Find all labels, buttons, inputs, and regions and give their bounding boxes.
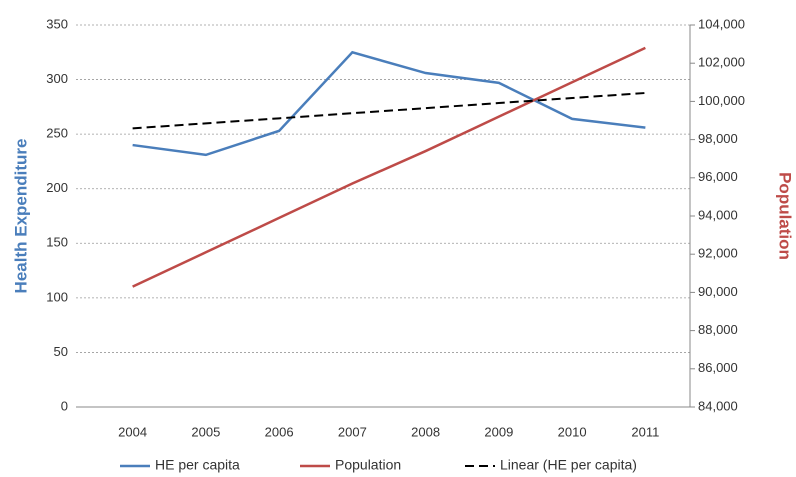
x-tick-label: 2011	[631, 424, 659, 439]
y2-axis-title: Population	[776, 172, 795, 260]
x-tick-label: 2008	[411, 424, 440, 439]
y2-tick-label: 90,000	[698, 284, 738, 299]
y-tick-label: 350	[46, 16, 68, 31]
legend-label: Population	[335, 457, 401, 473]
legend-label: Linear (HE per capita)	[500, 457, 637, 473]
y2-tick-label: 92,000	[698, 246, 738, 261]
y-tick-label: 150	[46, 235, 68, 250]
trend-line	[132, 91, 646, 130]
x-tick-label: 2009	[484, 424, 513, 439]
x-tick-label: 2010	[558, 424, 587, 439]
y-tick-label: 0	[61, 398, 68, 413]
x-tick-label: 2006	[265, 424, 294, 439]
y-axis-title: Health Expenditure	[11, 139, 30, 294]
y2-tick-label: 86,000	[698, 360, 738, 375]
y2-tick-label: 98,000	[698, 131, 738, 146]
line	[132, 46, 646, 288]
y2-tick-label: 102,000	[698, 55, 745, 70]
legend-label: HE per capita	[155, 457, 240, 473]
y-tick-label: 200	[46, 180, 68, 195]
y-tick-label: 250	[46, 126, 68, 141]
x-tick-label: 2005	[191, 424, 220, 439]
y-tick-label: 300	[46, 71, 68, 86]
x-tick-label: 2004	[118, 424, 147, 439]
y2-tick-label: 100,000	[698, 93, 745, 108]
y2-tick-label: 96,000	[698, 169, 738, 184]
y2-tick-label: 104,000	[698, 16, 745, 31]
y-tick-label: 100	[46, 289, 68, 304]
line	[132, 50, 646, 157]
y-tick-label: 50	[54, 344, 68, 359]
x-tick-label: 2007	[338, 424, 367, 439]
y2-tick-label: 84,000	[698, 398, 738, 413]
y2-tick-label: 88,000	[698, 322, 738, 337]
y2-tick-label: 94,000	[698, 207, 738, 222]
